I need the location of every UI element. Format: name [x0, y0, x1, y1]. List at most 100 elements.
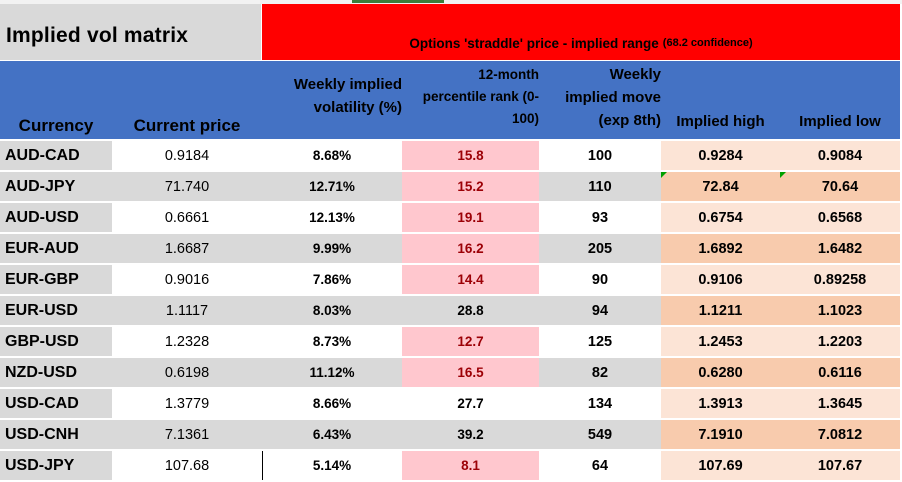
cell-currency[interactable]: GBP-USD — [0, 327, 112, 356]
cell-weekly-vol[interactable]: 6.43% — [262, 420, 402, 449]
cell-current-price[interactable]: 1.2328 — [112, 327, 262, 356]
cell-implied-high[interactable]: 7.1910 — [661, 420, 780, 449]
cell-percentile-rank[interactable]: 15.2 — [402, 172, 539, 201]
cell-percentile-rank[interactable]: 8.1 — [402, 451, 539, 480]
cell-weekly-vol[interactable]: 9.99% — [262, 234, 402, 263]
header-move-line2: implied move — [565, 88, 661, 106]
cell-weekly-move[interactable]: 64 — [539, 451, 661, 480]
cell-current-price[interactable]: 0.9184 — [112, 141, 262, 170]
cell-implied-low[interactable]: 1.2203 — [780, 327, 900, 356]
cell-currency[interactable]: NZD-USD — [0, 358, 112, 387]
cell-comment-marker — [780, 172, 786, 178]
banner-main-text: Options 'straddle' price - implied range — [409, 35, 659, 51]
cell-current-price[interactable]: 1.6687 — [112, 234, 262, 263]
header-price-label: Current price — [133, 116, 241, 135]
cell-percentile-rank[interactable]: 12.7 — [402, 327, 539, 356]
cell-weekly-move[interactable]: 549 — [539, 420, 661, 449]
header-rank-line3: 100) — [511, 111, 539, 126]
cell-implied-high[interactable]: 1.3913 — [661, 389, 780, 418]
cell-weekly-move[interactable]: 134 — [539, 389, 661, 418]
cell-weekly-move[interactable]: 110 — [539, 172, 661, 201]
cell-current-price[interactable]: 0.6661 — [112, 203, 262, 232]
cell-weekly-move[interactable]: 100 — [539, 141, 661, 170]
cell-implied-low[interactable]: 1.3645 — [780, 389, 900, 418]
cell-implied-high[interactable]: 0.9106 — [661, 265, 780, 294]
top-strip — [0, 0, 902, 4]
cell-percentile-rank[interactable]: 15.8 — [402, 141, 539, 170]
cell-weekly-move[interactable]: 90 — [539, 265, 661, 294]
cell-implied-high[interactable]: 1.1211 — [661, 296, 780, 325]
cell-comment-marker — [661, 172, 667, 178]
straddle-banner[interactable]: Options 'straddle' price - implied range… — [262, 4, 900, 60]
cell-implied-low[interactable]: 0.6116 — [780, 358, 900, 387]
cell-weekly-vol[interactable]: 7.86% — [262, 265, 402, 294]
header-low-label: Implied low — [799, 113, 881, 130]
cell-weekly-vol[interactable]: 8.73% — [262, 327, 402, 356]
cell-current-price[interactable]: 1.3779 — [112, 389, 262, 418]
cell-percentile-rank[interactable]: 27.7 — [402, 389, 539, 418]
cell-weekly-vol[interactable]: 8.68% — [262, 141, 402, 170]
cell-weekly-vol[interactable]: 8.03% — [262, 296, 402, 325]
cell-percentile-rank[interactable]: 14.4 — [402, 265, 539, 294]
header-weekly-vol[interactable]: Weekly implied volatility (%) — [262, 61, 402, 139]
cell-weekly-move[interactable]: 93 — [539, 203, 661, 232]
cell-current-price[interactable]: 107.68 — [112, 451, 262, 480]
header-current-price[interactable]: Current price — [112, 61, 262, 139]
cell-weekly-move[interactable]: 94 — [539, 296, 661, 325]
header-move-line1: Weekly — [609, 65, 661, 83]
green-marker — [352, 0, 444, 3]
cell-implied-high[interactable]: 72.84 — [661, 172, 780, 201]
cell-implied-low[interactable]: 0.89258 — [780, 265, 900, 294]
cell-implied-low[interactable]: 7.0812 — [780, 420, 900, 449]
header-currency-label: Currency — [18, 116, 94, 135]
cell-implied-low[interactable]: 0.6568 — [780, 203, 900, 232]
cell-implied-high[interactable]: 0.6754 — [661, 203, 780, 232]
cell-currency[interactable]: AUD-USD — [0, 203, 112, 232]
cell-weekly-vol[interactable]: 12.71% — [262, 172, 402, 201]
header-implied-low[interactable]: Implied low — [780, 61, 900, 139]
cell-currency[interactable]: USD-CNH — [0, 420, 112, 449]
cell-weekly-vol[interactable]: 12.13% — [262, 203, 402, 232]
header-implied-high[interactable]: Implied high — [661, 61, 780, 139]
cell-currency[interactable]: AUD-JPY — [0, 172, 112, 201]
cell-weekly-vol[interactable]: 8.66% — [262, 389, 402, 418]
cell-implied-low[interactable]: 1.6482 — [780, 234, 900, 263]
cell-current-price[interactable]: 0.9016 — [112, 265, 262, 294]
header-currency[interactable]: Currency — [0, 61, 112, 139]
cell-implied-low[interactable]: 70.64 — [780, 172, 900, 201]
cell-current-price[interactable]: 71.740 — [112, 172, 262, 201]
cell-currency[interactable]: AUD-CAD — [0, 141, 112, 170]
cell-implied-high[interactable]: 1.6892 — [661, 234, 780, 263]
cell-percentile-rank[interactable]: 16.5 — [402, 358, 539, 387]
cell-implied-high[interactable]: 0.9284 — [661, 141, 780, 170]
cell-weekly-move[interactable]: 125 — [539, 327, 661, 356]
header-percentile-rank[interactable]: 12-month percentile rank (0- 100) — [402, 61, 539, 139]
cell-current-price[interactable]: 0.6198 — [112, 358, 262, 387]
cell-percentile-rank[interactable]: 28.8 — [402, 296, 539, 325]
cell-implied-high[interactable]: 0.6280 — [661, 358, 780, 387]
cell-weekly-vol[interactable]: 5.14% — [262, 451, 402, 480]
cell-implied-high[interactable]: 1.2453 — [661, 327, 780, 356]
cell-percentile-rank[interactable]: 16.2 — [402, 234, 539, 263]
cell-currency[interactable]: EUR-USD — [0, 296, 112, 325]
cell-weekly-move[interactable]: 205 — [539, 234, 661, 263]
title-cell[interactable]: Implied vol matrix — [0, 4, 262, 60]
cell-implied-high[interactable]: 107.69 — [661, 451, 780, 480]
header-high-label: Implied high — [676, 113, 765, 130]
cell-implied-low[interactable]: 1.1023 — [780, 296, 900, 325]
cell-currency[interactable]: EUR-GBP — [0, 265, 112, 294]
cell-percentile-rank[interactable]: 19.1 — [402, 203, 539, 232]
cell-implied-low[interactable]: 107.67 — [780, 451, 900, 480]
cell-percentile-rank[interactable]: 39.2 — [402, 420, 539, 449]
cell-current-price[interactable]: 1.1117 — [112, 296, 262, 325]
cell-currency[interactable]: USD-JPY — [0, 451, 112, 480]
cell-weekly-vol[interactable]: 11.12% — [262, 358, 402, 387]
cell-currency[interactable]: USD-CAD — [0, 389, 112, 418]
cell-current-price[interactable]: 7.1361 — [112, 420, 262, 449]
cell-implied-low[interactable]: 0.9084 — [780, 141, 900, 170]
cell-currency[interactable]: EUR-AUD — [0, 234, 112, 263]
cell-weekly-move[interactable]: 82 — [539, 358, 661, 387]
header-weekly-move[interactable]: Weekly implied move (exp 8th) — [539, 61, 661, 139]
banner-sub-text: (68.2 confidence) — [662, 37, 753, 49]
